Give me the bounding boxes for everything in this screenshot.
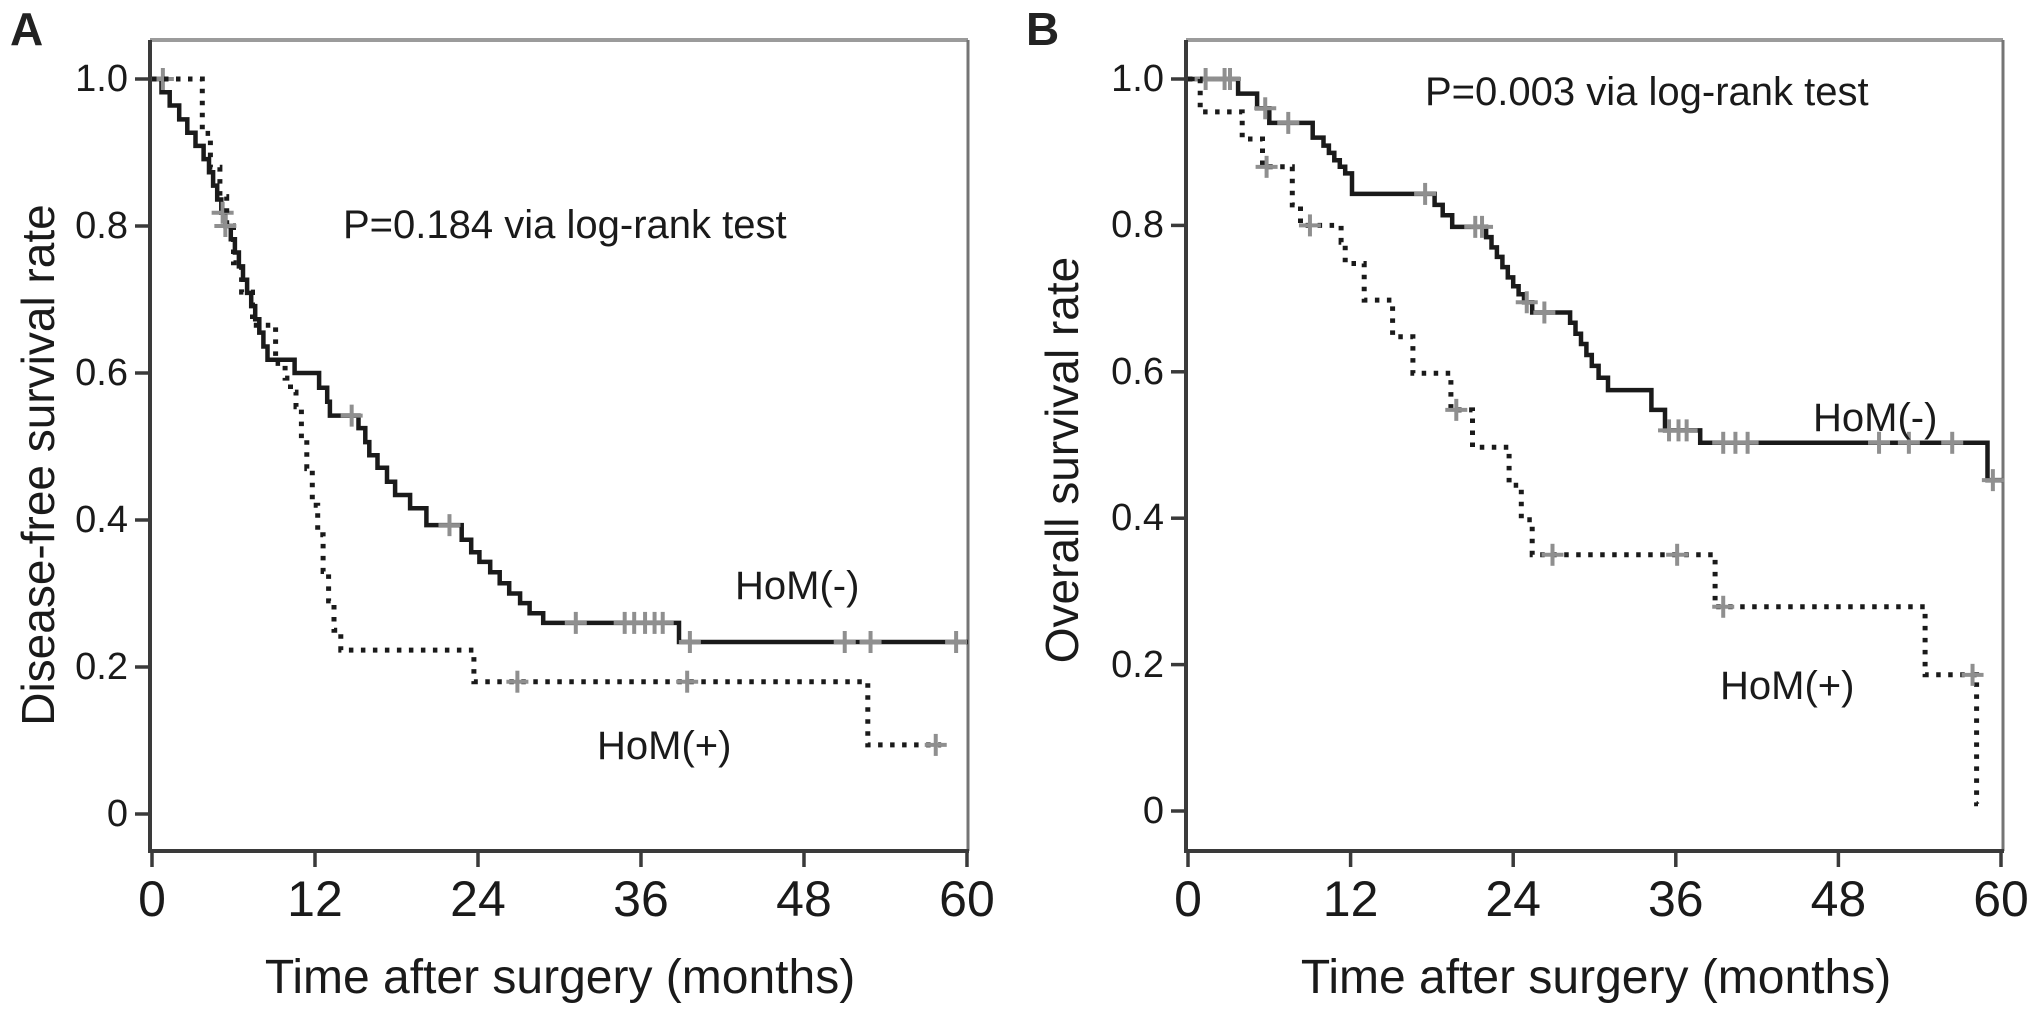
km-curve-hom-negative: [1188, 76, 2003, 483]
y-tick-label: 1.0: [75, 58, 128, 100]
y-tick-label: 0: [106, 793, 128, 835]
panel-a-letter: A: [10, 3, 44, 55]
panel-b-x-axis-title: Time after surgery (months): [1300, 951, 1892, 1004]
x-tick-label: 0: [138, 871, 166, 927]
panel-b-pvalue-annotation: P=0.003 via log-rank test: [1425, 70, 1869, 114]
panel-a-pvalue-annotation: P=0.184 via log-rank test: [343, 203, 787, 247]
x-tick-label: 60: [1973, 871, 2029, 927]
y-tick-label: 0: [1142, 790, 1164, 832]
y-tick-label: 0.6: [75, 352, 128, 394]
panel-b-label-hom-negative: HoM(-): [1813, 396, 1938, 440]
y-tick-label: 0.6: [1111, 350, 1164, 393]
panel-b-letter: B: [1026, 3, 1060, 55]
x-tick-label: 48: [1810, 871, 1867, 927]
y-tick-label: 1.0: [1111, 58, 1164, 100]
km-curve-hom-positive: [152, 76, 942, 748]
y-tick-label: 0.8: [75, 205, 128, 247]
panel-b-label-hom-positive: HoM(+): [1720, 664, 1855, 708]
x-tick-label: 60: [939, 871, 995, 927]
x-tick-label: 36: [1647, 871, 1704, 927]
y-tick-label: 0.2: [1111, 643, 1164, 686]
x-tick-label: 12: [287, 871, 343, 927]
panel-a-x-axis-title: Time after surgery (months): [264, 951, 856, 1004]
y-tick-label: 0.4: [1111, 497, 1164, 540]
y-tick-label: 0.8: [1111, 204, 1164, 247]
x-tick-label: 24: [450, 871, 506, 927]
panel-a-label-hom-positive: HoM(+): [597, 724, 732, 768]
x-tick-label: 12: [1322, 871, 1379, 927]
x-tick-label: 0: [1174, 871, 1202, 927]
y-tick-label: 0.2: [75, 646, 128, 688]
y-tick-label: 0.4: [75, 499, 128, 541]
x-tick-label: 36: [613, 871, 669, 927]
panel-a-label-hom-negative: HoM(-): [735, 564, 860, 608]
x-tick-label: 48: [776, 871, 832, 927]
km-curve-hom-negative: [152, 76, 968, 645]
x-tick-label: 24: [1485, 871, 1541, 927]
